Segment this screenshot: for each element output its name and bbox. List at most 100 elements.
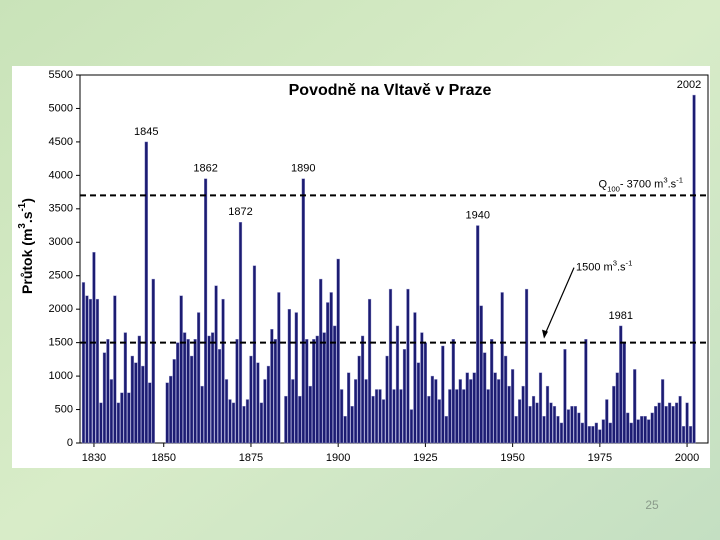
annotation: 2002 xyxy=(677,79,701,91)
bar xyxy=(298,395,302,444)
bar xyxy=(688,426,693,444)
bar xyxy=(500,292,504,444)
bar xyxy=(402,349,407,444)
annotation: 1890 xyxy=(291,163,315,175)
bar xyxy=(451,339,455,444)
bar xyxy=(399,389,403,444)
bar xyxy=(148,382,152,444)
bar xyxy=(511,369,515,444)
bar xyxy=(580,422,584,444)
bar xyxy=(444,416,448,444)
bar xyxy=(524,288,529,444)
bar xyxy=(224,379,229,444)
bar xyxy=(675,402,679,444)
bar xyxy=(322,332,326,444)
annotation: 1862 xyxy=(193,163,217,175)
bar xyxy=(563,349,567,444)
x-tick-label: 1950 xyxy=(500,452,524,464)
bar xyxy=(657,402,661,444)
bar xyxy=(465,372,469,444)
bar xyxy=(668,402,672,444)
bar xyxy=(654,406,658,444)
bar xyxy=(354,379,358,444)
y-tick-label: 1000 xyxy=(49,370,73,382)
page-number: 25 xyxy=(645,498,659,512)
reference-label-part: -1 xyxy=(676,175,683,184)
bar xyxy=(364,379,368,444)
bar xyxy=(151,278,155,444)
bar xyxy=(95,298,100,444)
bar xyxy=(416,362,421,444)
bar xyxy=(137,335,141,444)
bar xyxy=(120,392,124,444)
bar xyxy=(566,409,571,444)
reference-label-part: 3 xyxy=(613,258,617,267)
bar xyxy=(252,265,257,444)
bar xyxy=(531,395,536,444)
bar xyxy=(319,278,323,444)
bar xyxy=(469,379,473,444)
bar xyxy=(605,399,609,444)
bar xyxy=(570,406,574,444)
bar xyxy=(490,339,494,444)
bar xyxy=(671,406,675,444)
bar xyxy=(577,412,581,444)
bar xyxy=(504,355,508,444)
bar xyxy=(315,335,319,444)
bar xyxy=(347,372,351,444)
y-axis-label-part: ) xyxy=(19,198,35,203)
bar xyxy=(406,288,410,444)
bar xyxy=(207,335,211,444)
bar xyxy=(371,395,375,444)
bar xyxy=(193,339,197,444)
bar xyxy=(221,298,225,444)
reference-arrow xyxy=(543,267,575,337)
y-tick-label: 2500 xyxy=(49,270,73,282)
bar xyxy=(385,355,389,444)
bar xyxy=(458,379,462,444)
bar xyxy=(476,225,480,444)
bar xyxy=(333,325,337,444)
bar xyxy=(357,355,361,444)
bar xyxy=(573,406,578,444)
reference-label-part: Q xyxy=(599,178,608,190)
bar xyxy=(141,365,145,444)
y-tick-label: 0 xyxy=(67,437,73,449)
reference-label-part: .s xyxy=(617,262,626,274)
bar xyxy=(266,365,270,444)
y-tick-label: 2000 xyxy=(49,303,73,315)
bar xyxy=(591,426,595,444)
x-tick-label: 1875 xyxy=(239,452,263,464)
bar xyxy=(427,395,431,444)
bar xyxy=(552,406,557,444)
bar xyxy=(441,345,445,444)
bar xyxy=(622,342,626,444)
reference-label-part: .s xyxy=(668,178,677,190)
bar xyxy=(395,325,400,444)
bar xyxy=(615,372,619,444)
bar xyxy=(130,355,134,444)
bar xyxy=(612,385,616,444)
bar xyxy=(99,402,103,444)
x-tick-label: 1900 xyxy=(326,452,350,464)
annotation: 1845 xyxy=(134,126,158,138)
bar xyxy=(242,406,246,444)
bar xyxy=(109,379,113,444)
bar xyxy=(497,379,501,444)
bar xyxy=(88,298,93,444)
y-axis-label-part: .s xyxy=(19,211,35,223)
y-tick-label: 3500 xyxy=(49,203,73,215)
y-tick-label: 5000 xyxy=(49,102,73,114)
bar xyxy=(134,362,138,444)
bar xyxy=(127,392,131,444)
bar xyxy=(420,332,424,444)
bar xyxy=(165,382,169,444)
bar xyxy=(462,389,466,444)
bar xyxy=(479,305,483,444)
bar xyxy=(650,412,654,444)
y-tick-label: 4000 xyxy=(49,169,73,181)
y-axis-label-part: 3 xyxy=(17,223,28,229)
bar xyxy=(186,339,190,444)
bar xyxy=(381,399,386,444)
bar xyxy=(685,402,689,444)
